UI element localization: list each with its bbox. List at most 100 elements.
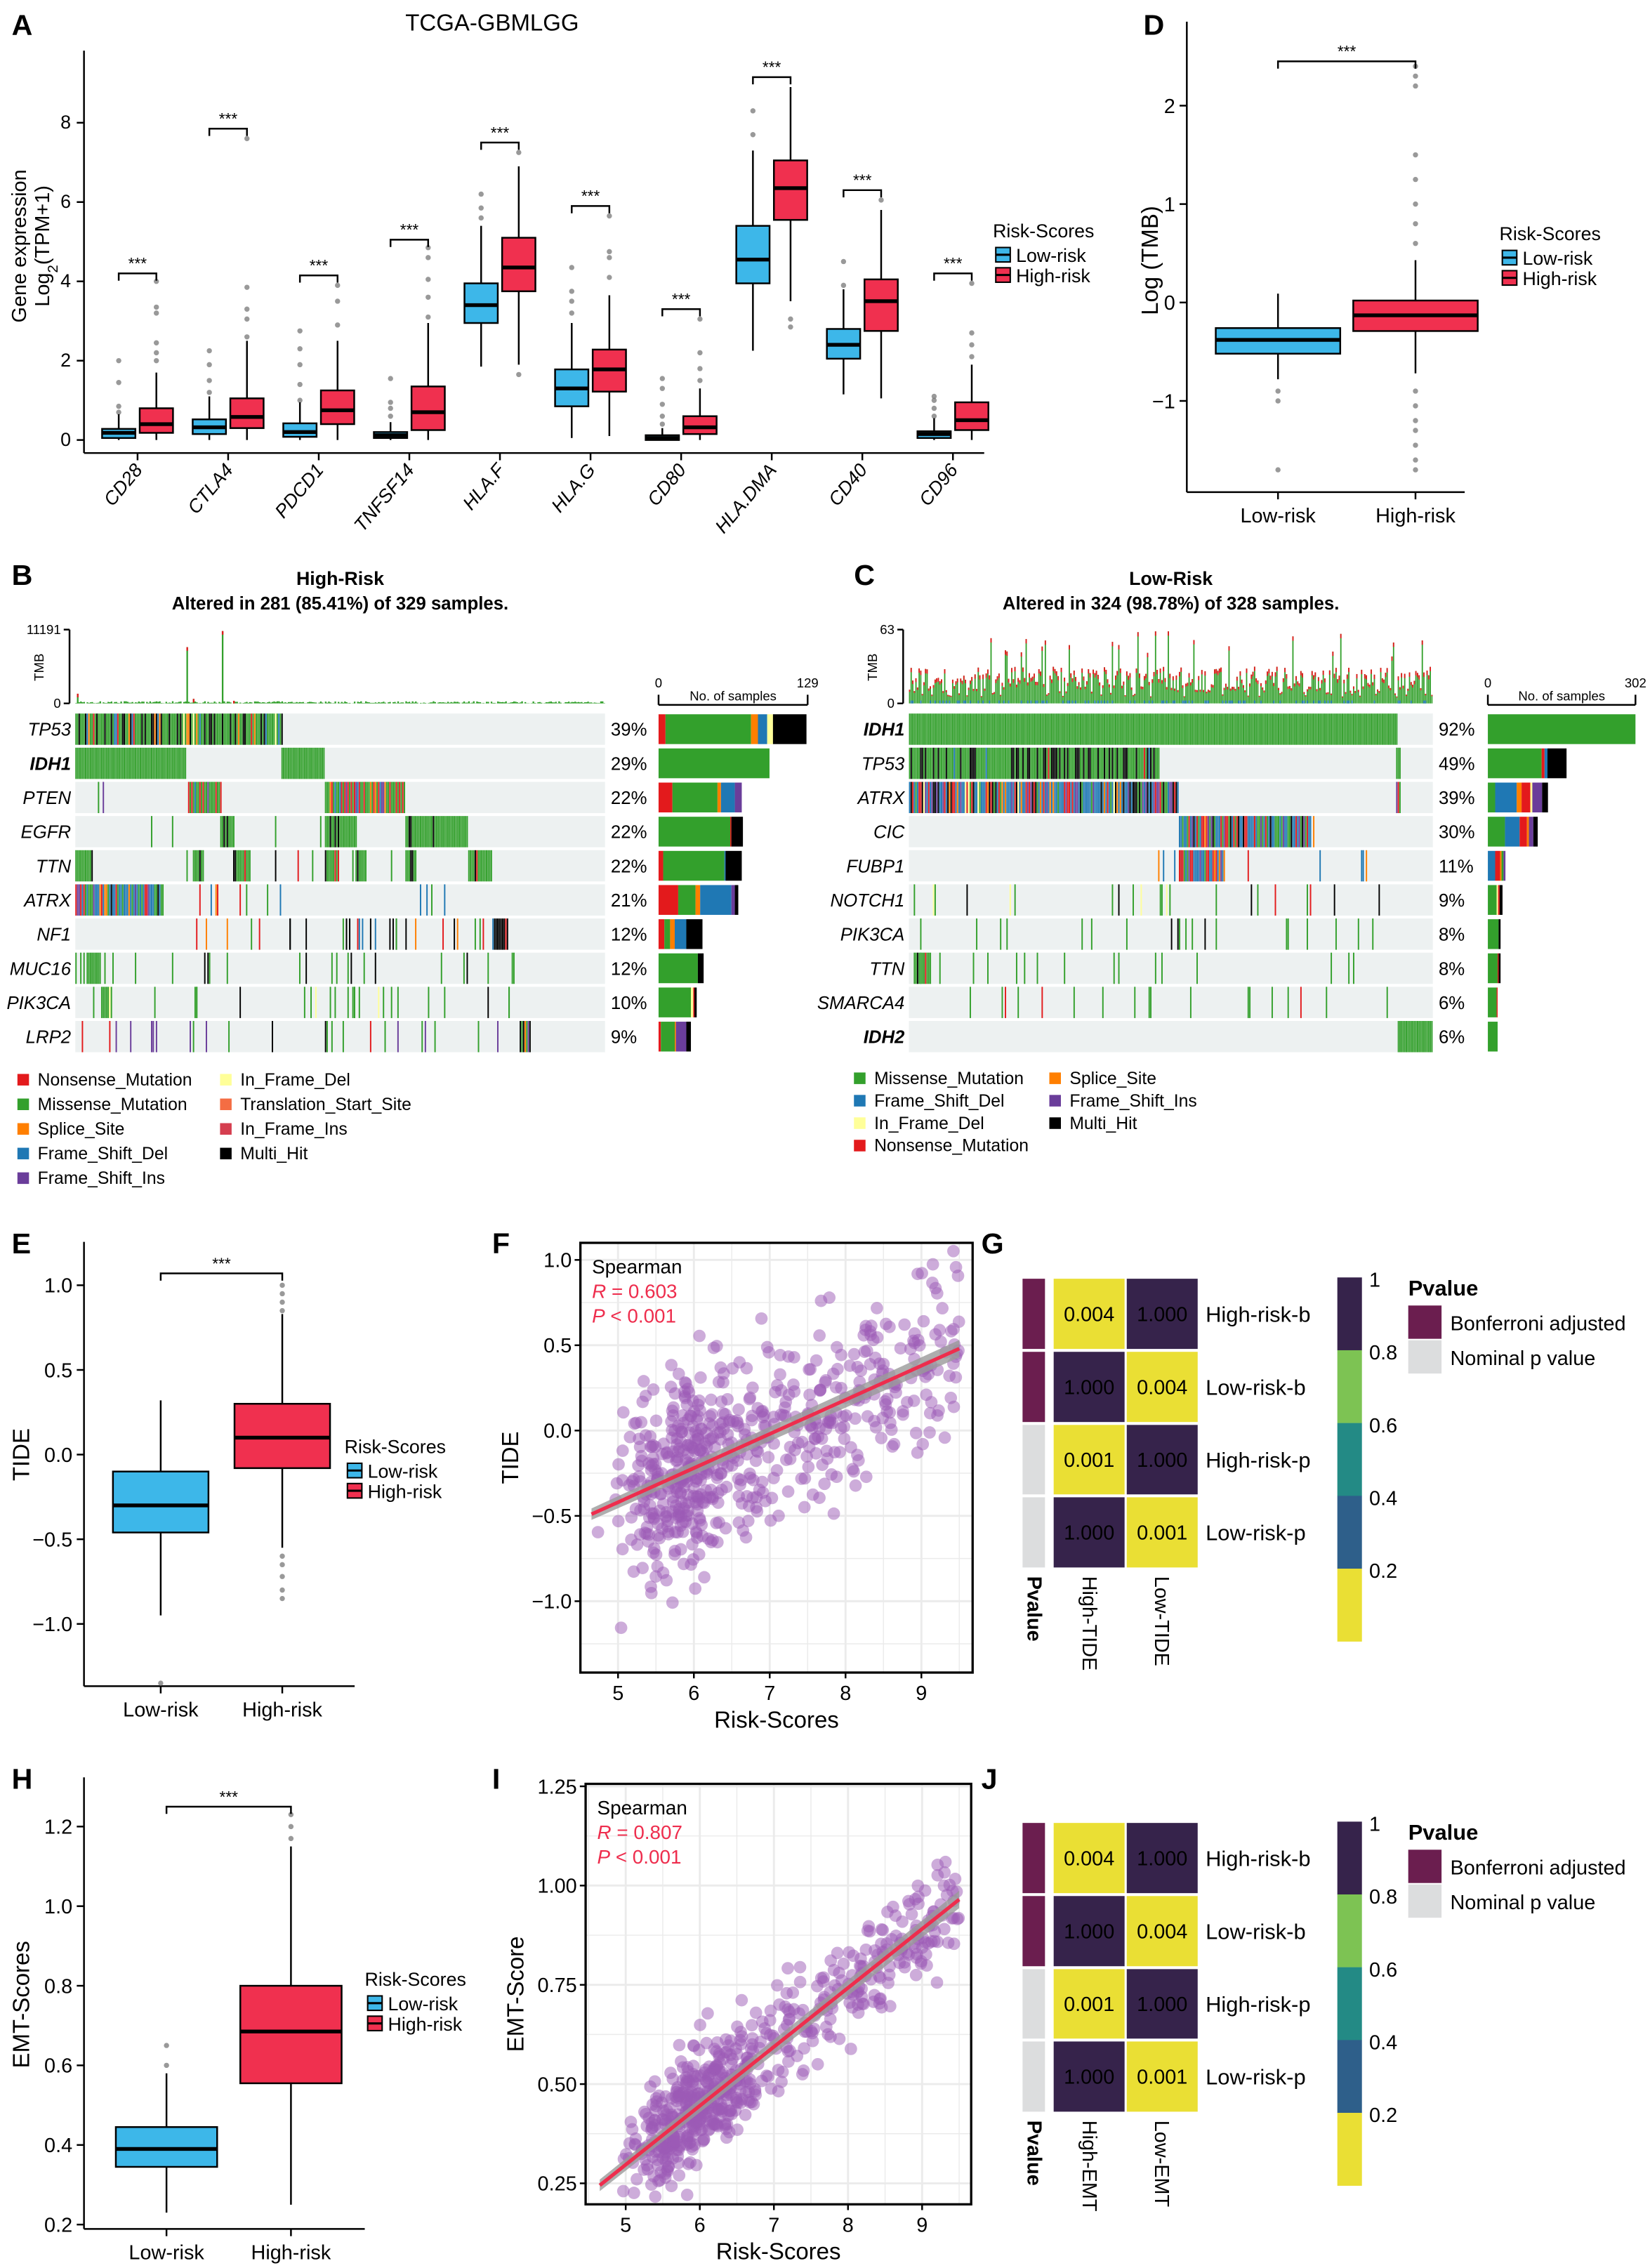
tmb-bar-top xyxy=(1153,672,1155,677)
mutation-cell xyxy=(1073,782,1075,814)
sample-count-bar-missense xyxy=(1488,885,1497,915)
tmb-bar xyxy=(1305,695,1307,704)
mutation-cell xyxy=(143,884,145,916)
mutation-cell xyxy=(1065,782,1067,814)
mutation-cell xyxy=(1207,713,1209,745)
tmb-bar-top xyxy=(1371,669,1372,674)
mutation-cell xyxy=(342,782,344,814)
mutation-cell xyxy=(1316,713,1318,745)
mutation-cell xyxy=(91,850,93,882)
mutation-percent: 21% xyxy=(611,891,647,911)
oncoplot-title: High-Risk xyxy=(296,568,384,589)
mutation-cell xyxy=(1093,782,1095,814)
mutation-cell xyxy=(492,918,494,950)
tmb-bar xyxy=(1089,673,1091,704)
mutation-cell xyxy=(974,747,976,779)
tmb-bar xyxy=(1327,692,1329,704)
mutation-cell xyxy=(440,816,442,848)
sample-count-bar-multi xyxy=(731,817,744,847)
tmb-bar xyxy=(1420,688,1422,704)
tmb-bar xyxy=(299,701,301,704)
data-point xyxy=(883,1320,896,1333)
data-point xyxy=(802,1461,815,1474)
mutation-cell xyxy=(180,713,182,745)
tmb-bar xyxy=(1006,651,1008,704)
mutation-cell xyxy=(326,1021,328,1053)
mutation-cell xyxy=(130,884,132,916)
tmb-bar xyxy=(966,695,968,704)
data-point xyxy=(669,2090,682,2103)
mutation-cell xyxy=(982,713,984,745)
tmb-bar xyxy=(1408,672,1411,704)
tmb-bar-top xyxy=(1410,682,1412,685)
mutation-cell xyxy=(1238,816,1240,848)
mutation-cell xyxy=(428,816,430,848)
heatmap-column-label: Low-TIDE xyxy=(1150,1576,1173,1666)
data-point xyxy=(751,1445,765,1458)
legend-label: Multi_Hit xyxy=(240,1145,308,1163)
mutation-cell xyxy=(85,850,86,882)
tmb-bar xyxy=(1247,695,1249,704)
tmb-bar xyxy=(1300,671,1302,704)
tmb-bar xyxy=(454,701,456,704)
tmb-bar-top xyxy=(1247,695,1249,697)
mutation-cell xyxy=(131,713,133,745)
tmb-bar xyxy=(593,702,595,704)
data-point xyxy=(645,2123,658,2136)
mutation-cell xyxy=(923,747,925,779)
mutation-cell xyxy=(916,747,918,779)
data-point xyxy=(780,1986,793,2000)
sample-count-bar-if_del xyxy=(1530,782,1533,812)
mutation-cell xyxy=(487,850,489,882)
mutation-cell xyxy=(415,816,417,848)
mutation-cell xyxy=(1368,713,1371,745)
tmb-bar-base xyxy=(1253,700,1255,704)
mutation-cell xyxy=(1386,987,1388,1018)
tmb-bar xyxy=(1352,686,1354,704)
stat-p-value: < 0.001 xyxy=(610,1846,681,1868)
heatmap-cell-value: 1.000 xyxy=(1064,2066,1114,2089)
tmb-bar xyxy=(278,701,280,704)
mutation-cell xyxy=(463,952,465,984)
mutation-legend: Missense_MutationFrame_Shift_DelIn_Frame… xyxy=(854,1069,1197,1156)
tmb-bar xyxy=(1316,689,1318,704)
mutation-cell xyxy=(336,816,338,848)
mutation-cell xyxy=(1343,713,1345,745)
mutation-cell xyxy=(1189,987,1192,1018)
tmb-bar xyxy=(572,701,575,704)
mutation-cell xyxy=(237,713,239,745)
data-point xyxy=(767,1472,780,1484)
tmb-bar xyxy=(1159,668,1161,704)
sample-count-bar-missense xyxy=(1488,1022,1498,1052)
mutation-cell xyxy=(410,816,412,848)
tmb-bar-base xyxy=(1204,700,1206,704)
legend-key-nonsense xyxy=(17,1074,29,1086)
mutation-cell xyxy=(1209,850,1211,882)
mutation-cell xyxy=(1377,713,1379,745)
tmb-bar xyxy=(499,701,501,704)
mutation-cell xyxy=(923,952,925,984)
mutation-cell xyxy=(945,782,947,814)
tmb-bar xyxy=(1385,673,1387,704)
legend-label: Splice_Site xyxy=(1069,1069,1156,1088)
tmb-bar-top xyxy=(1416,673,1418,678)
x-tick-label: PDCD1 xyxy=(270,459,327,522)
mutation-cell xyxy=(1020,713,1022,745)
tmb-bar-top xyxy=(1029,673,1030,678)
tmb-bar-top xyxy=(1385,673,1387,678)
legend-key-tss xyxy=(220,1098,232,1110)
mutation-cell xyxy=(1150,713,1152,745)
color-scale-segment xyxy=(1337,1821,1362,1895)
mutation-cell xyxy=(1271,713,1273,745)
tmb-bar xyxy=(1276,666,1278,704)
mutation-cell xyxy=(1194,816,1196,848)
mutation-cell xyxy=(1381,713,1383,745)
significance-label: *** xyxy=(220,1788,239,1806)
mutation-cell xyxy=(1084,782,1086,814)
x-tick-label: HLA.DMA xyxy=(711,459,781,536)
color-scale-label: 0.2 xyxy=(1369,2104,1397,2127)
data-point xyxy=(916,1267,928,1280)
mutation-cell xyxy=(1404,1021,1406,1053)
tmb-bar xyxy=(1307,689,1308,704)
